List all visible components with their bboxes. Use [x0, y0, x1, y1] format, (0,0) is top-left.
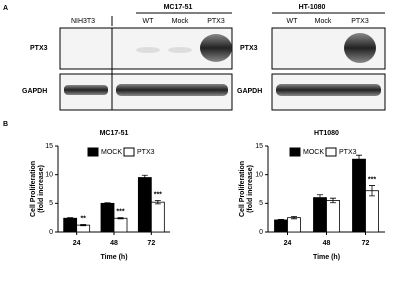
- band: [344, 33, 376, 63]
- error-bar: [330, 197, 336, 204]
- y-axis-label: Cell Proliferation: [30, 161, 37, 217]
- x-tick-label: 24: [73, 240, 81, 247]
- x-tick-label: 72: [362, 240, 370, 247]
- significance: **: [80, 215, 86, 222]
- legend-label: PTX3: [339, 149, 357, 156]
- error-bar: [104, 202, 111, 205]
- legend-swatch: [87, 147, 99, 157]
- bar: [76, 224, 91, 233]
- band: [276, 84, 381, 96]
- y-tick-label: 5: [259, 200, 263, 207]
- error-bar: [369, 185, 375, 197]
- x-tick-label: 48: [110, 240, 118, 247]
- x-tick-label: 24: [284, 240, 292, 247]
- y-tick-label: 0: [49, 229, 53, 236]
- x-axis-label: Time (h): [313, 254, 340, 261]
- chart-title: HT1080: [314, 130, 339, 137]
- bar: [326, 200, 340, 233]
- y-tick-label: 15: [45, 143, 53, 150]
- legend-label: MOCK: [101, 149, 122, 156]
- bar: [137, 177, 152, 233]
- y-tick-label: 10: [45, 172, 53, 179]
- chart-title: MC17-51: [100, 130, 129, 137]
- legend-swatch: [289, 147, 301, 157]
- error-bar: [278, 218, 284, 221]
- error-bar: [67, 217, 74, 220]
- y-tick-label: 15: [255, 143, 263, 150]
- bar: [100, 202, 115, 233]
- blot-header: MC17-51: [164, 4, 193, 11]
- row-label: GAPDH: [237, 88, 262, 95]
- y-axis-label: (fold increase): [247, 165, 254, 213]
- error-bar: [141, 174, 148, 181]
- error-bar: [317, 194, 323, 201]
- error-bar: [154, 200, 161, 205]
- error-bar: [117, 217, 124, 220]
- significance: ***: [154, 191, 162, 198]
- y-axis-label: Cell Proliferation: [239, 161, 246, 217]
- bar: [365, 190, 379, 233]
- row-label: PTX3: [240, 45, 258, 52]
- legend-swatch: [325, 147, 337, 157]
- bar: [287, 217, 301, 233]
- lane-label: NIH3T3: [71, 18, 95, 25]
- significance: ***: [116, 209, 124, 216]
- y-axis-label: (fold increase): [38, 165, 45, 213]
- row-label: GAPDH: [22, 88, 47, 95]
- panel-label: B: [3, 121, 8, 128]
- lane-label: PTX3: [207, 18, 225, 25]
- band: [136, 47, 160, 53]
- lane-label: Mock: [172, 18, 189, 25]
- lane-label: PTX3: [351, 18, 369, 25]
- error-bar: [291, 216, 297, 220]
- panel-label: A: [3, 5, 8, 12]
- band: [64, 85, 108, 95]
- bar: [150, 201, 165, 233]
- bar: [352, 158, 366, 233]
- error-bar: [80, 224, 87, 227]
- error-bar: [356, 154, 362, 164]
- lane-label: Mock: [315, 18, 332, 25]
- bar: [313, 197, 327, 233]
- x-axis-label: Time (h): [100, 254, 127, 261]
- lane-label: WT: [143, 18, 155, 25]
- row-label: PTX3: [30, 45, 48, 52]
- band: [116, 84, 228, 96]
- bar: [63, 217, 78, 233]
- legend-swatch: [123, 147, 135, 157]
- band: [168, 47, 192, 53]
- significance: ***: [368, 176, 376, 183]
- legend-label: MOCK: [303, 149, 324, 156]
- y-tick-label: 10: [255, 172, 263, 179]
- y-tick-label: 0: [259, 229, 263, 236]
- y-tick-label: 5: [49, 200, 53, 207]
- bar: [274, 219, 288, 233]
- x-tick-label: 48: [323, 240, 331, 247]
- bar: [113, 217, 128, 233]
- legend-label: PTX3: [137, 149, 155, 156]
- band: [200, 34, 232, 62]
- blot-header: HT-1080: [299, 4, 326, 11]
- lane-label: WT: [287, 18, 299, 25]
- x-tick-label: 72: [147, 240, 155, 247]
